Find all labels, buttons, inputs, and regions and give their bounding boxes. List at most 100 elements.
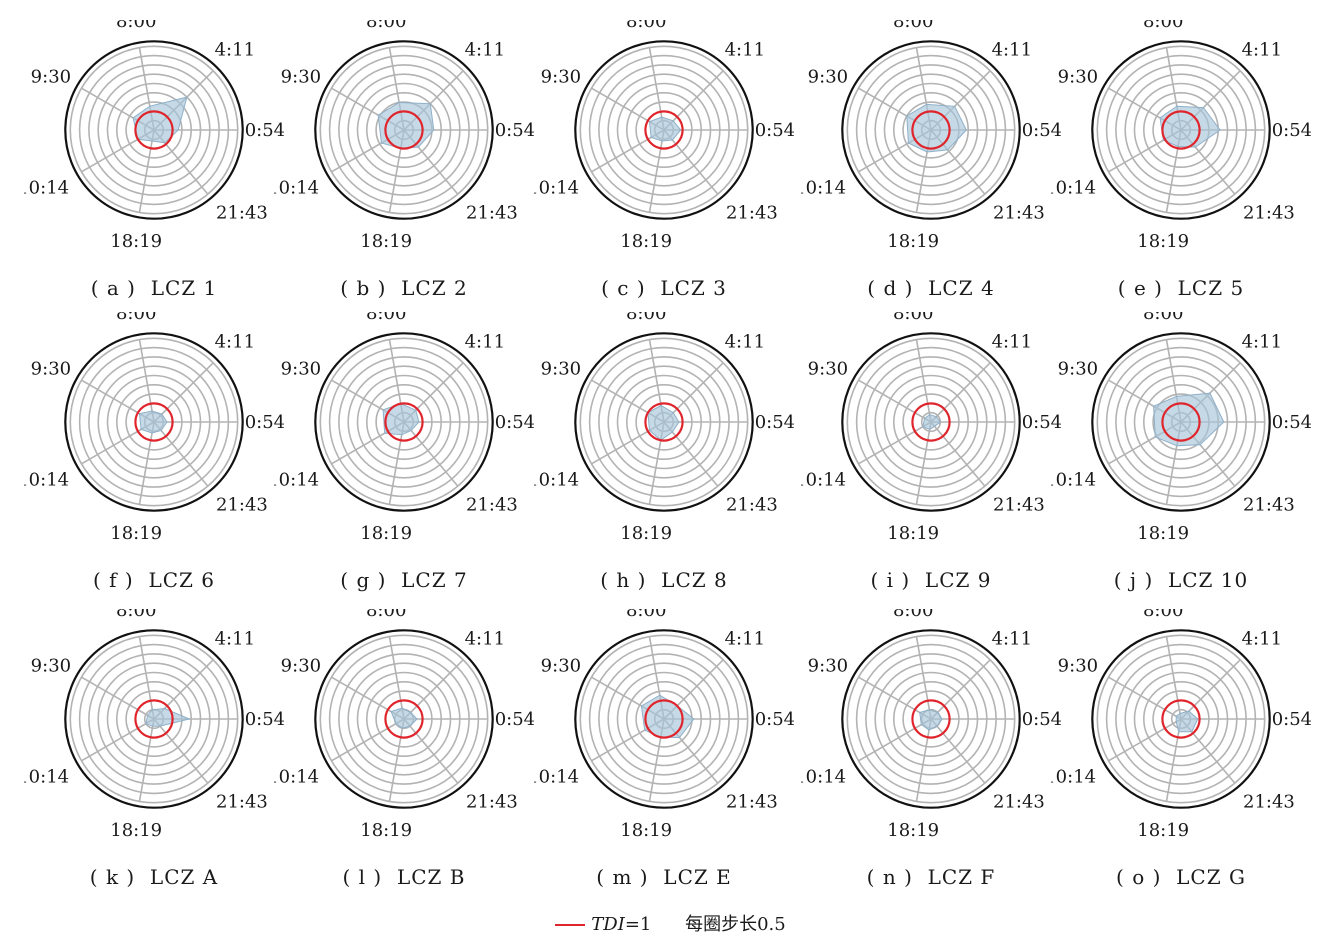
axis-label: 8:00 [626, 20, 666, 32]
outer-border [64, 629, 244, 809]
axis-spoke [388, 636, 405, 720]
legend-tdi-line [555, 924, 586, 926]
axis-label: 0:54 [755, 709, 794, 730]
radar-svg: 0:54 4:11 8:00 9:30 10:14 18:19 21:43 [1051, 312, 1311, 544]
axis-label: 0:54 [245, 120, 284, 141]
panel-caption: ( d ) LCZ 4 [867, 276, 995, 300]
axis-label: 9:30 [808, 359, 848, 380]
axis-label: 21:43 [726, 495, 778, 516]
axis-label: 9:30 [1058, 656, 1098, 677]
radar-panel: 0:54 4:11 8:00 9:30 10:14 18:19 21:43 ( d ) LCZ… [801, 20, 1061, 310]
axis-label: 10:14 [1051, 766, 1096, 787]
axis-label: 9:30 [281, 359, 321, 380]
radar-panel: 0:54 4:11 8:00 9:30 10:14 18:19 21:43 ( i ) LCZ… [801, 312, 1061, 602]
axis-label: 10:14 [801, 766, 846, 787]
axis-label: 21:43 [1243, 495, 1295, 516]
radar-chart-grid: 0:54 4:11 8:00 9:30 10:14 18:19 21:43 ( a ) LCZ… [24, 20, 1311, 899]
outer-border [1091, 40, 1271, 220]
grid-ring [846, 634, 1016, 804]
axis-label: 8:00 [1143, 20, 1183, 32]
grid-ring [579, 634, 749, 804]
tdi-reference-circle [644, 110, 684, 150]
axis-spoke [403, 659, 464, 720]
axis-label: 18:19 [1137, 820, 1189, 841]
axis-label: 4:11 [1242, 331, 1282, 352]
tdi-reference-circle [911, 699, 951, 739]
radar-svg: 0:54 4:11 8:00 9:30 10:14 18:19 21:43 [1051, 609, 1311, 841]
radar-svg: 0:54 4:11 8:00 9:30 10:14 18:19 21:43 [534, 609, 794, 841]
radar-svg: 0:54 4:11 8:00 9:30 10:14 18:19 21:43 [534, 312, 794, 544]
axis-label: 18:19 [887, 523, 939, 544]
panel-caption: ( o ) LCZ G [1116, 865, 1246, 889]
axis-spoke [138, 421, 155, 505]
axis-label: 10:14 [534, 177, 579, 198]
axis-label: 18:19 [887, 231, 939, 252]
data-polygon [922, 414, 942, 430]
axis-label: 18:19 [620, 231, 672, 252]
axis-spoke [1108, 718, 1182, 762]
data-polygon [648, 116, 682, 142]
data-polygon [377, 101, 435, 149]
axis-spoke [138, 636, 155, 720]
axis-label: 8:00 [366, 20, 406, 32]
panel-caption: ( b ) LCZ 2 [340, 276, 468, 300]
axis-label: 0:54 [755, 412, 794, 433]
data-polygon [906, 103, 967, 153]
outer-border [64, 332, 244, 512]
outer-border [314, 332, 494, 512]
radar-panel: 0:54 4:11 8:00 9:30 10:14 18:19 21:43 ( l ) LCZ… [274, 609, 534, 899]
tdi-reference-circle [134, 699, 174, 739]
radar-svg: 0:54 4:11 8:00 9:30 10:14 18:19 21:43 [534, 20, 794, 252]
axis-spoke [930, 362, 991, 423]
axis-spoke [1165, 636, 1182, 720]
axis-label: 10:14 [534, 766, 579, 787]
axis-label: 4:11 [725, 39, 765, 60]
tdi-reference-circle [134, 402, 174, 442]
axis-label: 8:00 [893, 20, 933, 32]
axis-label: 0:54 [245, 709, 284, 730]
radar-svg: 0:54 4:11 8:00 9:30 10:14 18:19 21:43 [24, 609, 284, 841]
axis-label: 4:11 [1242, 39, 1282, 60]
tdi-reference-circle [1161, 110, 1201, 150]
axis-label: 21:43 [1243, 203, 1295, 224]
axis-spoke [858, 676, 932, 720]
axis-label: 9:30 [31, 656, 71, 677]
axis-label: 10:14 [1051, 177, 1096, 198]
axis-label: 18:19 [620, 523, 672, 544]
axis-label: 4:11 [1242, 628, 1282, 649]
axis-label: 9:30 [541, 359, 581, 380]
axis-label: 8:00 [626, 312, 666, 324]
axis-spoke [858, 379, 932, 423]
axis-label: 10:14 [274, 469, 319, 490]
axis-label: 9:30 [541, 67, 581, 88]
axis-label: 4:11 [725, 331, 765, 352]
legend-tdi-value: =1 [624, 914, 652, 935]
axis-label: 4:11 [992, 39, 1032, 60]
axis-label: 18:19 [360, 820, 412, 841]
axis-spoke [858, 421, 932, 465]
radar-svg: 0:54 4:11 8:00 9:30 10:14 18:19 21:43 [24, 20, 284, 252]
axis-label: 9:30 [808, 67, 848, 88]
panel-caption: ( n ) LCZ F [866, 865, 996, 889]
axis-label: 18:19 [360, 231, 412, 252]
radar-svg: 0:54 4:11 8:00 9:30 10:14 18:19 21:43 [1051, 20, 1311, 252]
legend-step-text: 每圈步长0.5 [685, 914, 786, 935]
axis-label: 4:11 [725, 628, 765, 649]
axis-spoke [915, 718, 932, 802]
axis-label: 0:54 [755, 120, 794, 141]
data-polygon [919, 709, 943, 731]
panel-caption: ( h ) LCZ 8 [600, 568, 728, 592]
axis-label: 18:19 [110, 231, 162, 252]
axis-label: 9:30 [1058, 359, 1098, 380]
axis-spoke [858, 718, 932, 762]
data-polygon [647, 404, 680, 441]
tdi-reference-circle [384, 110, 424, 150]
outer-border [574, 629, 754, 809]
tdi-reference-circle [644, 699, 684, 739]
radar-panel: 0:54 4:11 8:00 9:30 10:14 18:19 21:43 ( o ) LCZ… [1051, 609, 1311, 899]
axis-label: 10:14 [24, 766, 69, 787]
axis-spoke [930, 659, 991, 720]
outer-border [314, 40, 494, 220]
axis-label: 8:00 [116, 609, 156, 621]
axis-label: 10:14 [24, 469, 69, 490]
